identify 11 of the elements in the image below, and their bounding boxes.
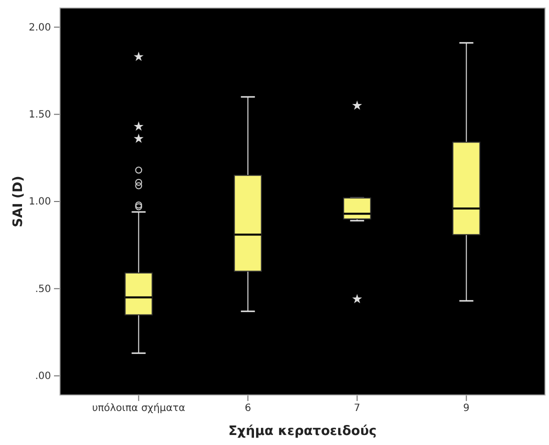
- x-tick-label: υπόλοιπα σχήματα: [92, 403, 186, 414]
- x-tick-label: 6: [244, 403, 252, 414]
- y-tick-label: 1.50: [28, 110, 51, 121]
- y-axis-title: SAI (D): [11, 176, 26, 228]
- y-tick-label: 2.00: [28, 22, 51, 34]
- y-tick-label: .50: [35, 284, 51, 295]
- x-tick-label: 7: [354, 403, 360, 414]
- x-tick-label: 9: [463, 403, 470, 414]
- y-tick-label: .00: [35, 371, 51, 382]
- x-axis-title: Σχήμα κερατοειδούς: [228, 424, 377, 439]
- y-tick-label: 1.00: [28, 196, 51, 208]
